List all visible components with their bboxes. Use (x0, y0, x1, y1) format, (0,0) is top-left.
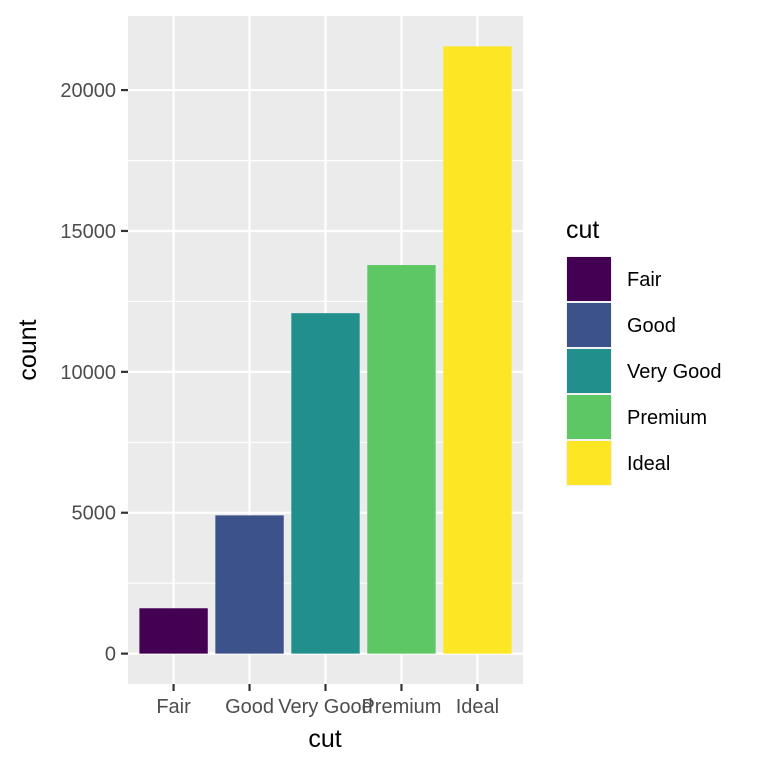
bar-very-good (291, 313, 360, 654)
y-tick-label: 5000 (72, 503, 117, 525)
y-tick-label: 10000 (60, 362, 116, 384)
bar-premium (367, 265, 436, 654)
bar-ideal (443, 46, 512, 654)
y-axis: 0 5000 10000 15000 20000 (60, 80, 128, 666)
x-tick-label: Fair (156, 696, 191, 718)
legend-label: Good (627, 315, 676, 337)
legend-key (567, 349, 611, 393)
legend-label: Ideal (627, 453, 670, 475)
legend-key (567, 395, 611, 439)
legend-key (567, 257, 611, 301)
legend-title: cut (566, 216, 599, 244)
y-axis-title: count (14, 319, 42, 380)
y-tick-label: 15000 (60, 221, 116, 243)
x-tick-label: Good (225, 696, 274, 718)
bar-good (215, 515, 284, 654)
legend-label: Fair (627, 269, 662, 291)
bars (139, 46, 512, 654)
y-tick-label: 0 (105, 644, 116, 666)
x-tick-label: Premium (361, 696, 441, 718)
legend-label: Premium (627, 407, 707, 429)
bar-fair (139, 608, 208, 654)
legend: cut Fair Good Very Good Premium Ideal (566, 216, 722, 486)
y-tick-label: 20000 (60, 80, 116, 102)
x-tick-label: Ideal (456, 696, 499, 718)
legend-key (567, 303, 611, 347)
legend-label: Very Good (627, 361, 722, 383)
legend-key (567, 441, 611, 485)
x-tick-label: Very Good (278, 696, 373, 718)
x-axis-title: cut (308, 725, 341, 753)
